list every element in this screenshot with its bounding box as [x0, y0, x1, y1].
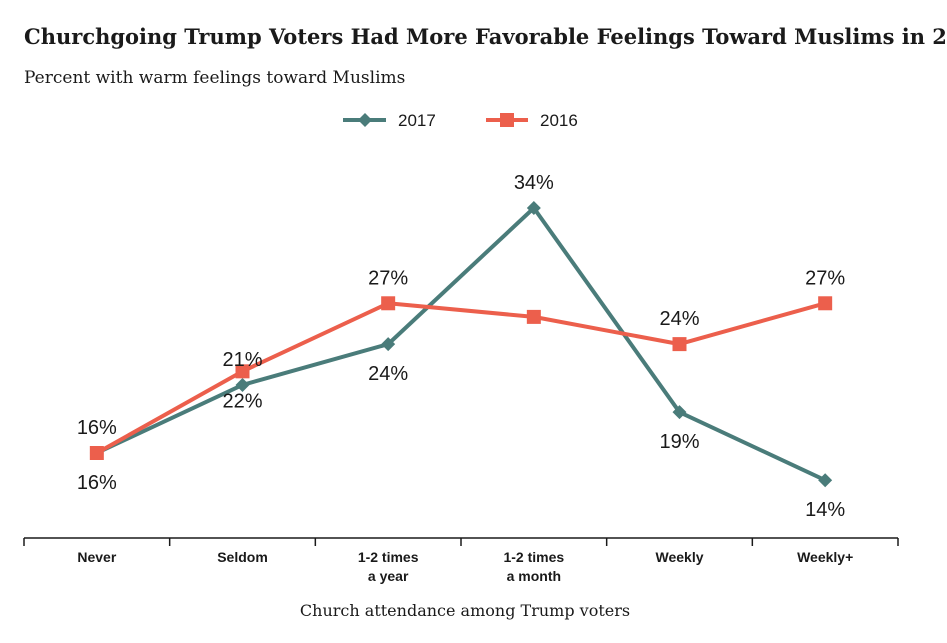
x-tick-label: 1-2 times a year [358, 549, 419, 584]
legend-marker-2017 [358, 113, 372, 127]
legend-item-2017: 2017 [343, 111, 436, 130]
point-2017 [672, 405, 687, 420]
legend-label-2017: 2017 [398, 111, 436, 130]
point-2017 [526, 201, 541, 215]
chart-title: Churchgoing Trump Voters Had More Favora… [24, 24, 947, 49]
chart-subtitle: Percent with warm feelings toward Muslim… [24, 68, 405, 88]
series-2017 [89, 201, 833, 488]
series-line-2017 [95, 206, 827, 483]
series-2016 [89, 296, 833, 460]
point-2017 [818, 473, 833, 488]
x-tick-label: Weekly+ [797, 549, 853, 565]
point-2016 [381, 296, 396, 311]
data-label-2016: 16% [77, 417, 117, 439]
x-axis-title: Church attendance among Trump voters [300, 601, 630, 620]
data-label-2016: 27% [805, 267, 845, 289]
legend-marker-2016 [500, 113, 514, 127]
legend: 2017 2016 [343, 111, 578, 130]
data-label-2017: 24% [368, 363, 408, 385]
series-line-2016 [95, 301, 826, 455]
point-2016 [235, 364, 250, 379]
data-label-2016: 24% [659, 308, 699, 330]
point-2017 [235, 377, 250, 392]
data-label-2016: 22% [222, 390, 262, 412]
data-label-2017: 16% [77, 472, 117, 494]
point-2016 [818, 296, 833, 311]
plot-area: 16% 21% 24% 34% 19% 14% 16% 22% 27% 24% 27% [77, 172, 846, 521]
data-label-2017: 19% [659, 431, 699, 453]
x-tick-label: Weekly [656, 549, 704, 565]
x-tick-label: 1-2 times a month [503, 549, 564, 584]
point-2016 [672, 337, 687, 352]
x-tick-label: Never [77, 549, 116, 565]
legend-item-2016: 2016 [486, 111, 578, 130]
data-label-2017: 34% [514, 172, 554, 194]
x-tick-label: Seldom [217, 549, 268, 565]
point-2016 [526, 309, 541, 324]
data-label-2016: 27% [368, 267, 408, 289]
data-label-2017: 21% [222, 349, 262, 371]
point-2016 [89, 446, 104, 460]
point-2017 [381, 337, 396, 352]
legend-label-2016: 2016 [540, 111, 578, 130]
data-label-2017: 14% [805, 499, 845, 521]
x-axis: Never Seldom 1-2 times a year 1-2 times a mon… [23, 537, 899, 584]
